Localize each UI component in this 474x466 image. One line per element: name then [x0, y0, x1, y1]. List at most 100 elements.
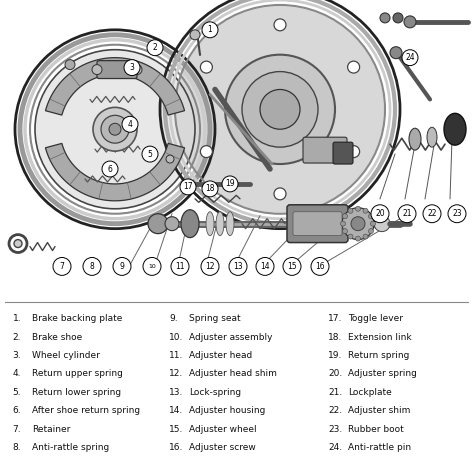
- Circle shape: [347, 146, 360, 158]
- Text: 7: 7: [60, 262, 64, 271]
- Text: 4.: 4.: [13, 370, 21, 378]
- Circle shape: [404, 16, 416, 28]
- Text: Return spring: Return spring: [348, 351, 409, 360]
- Text: 5.: 5.: [13, 388, 21, 397]
- Text: Adjuster assembly: Adjuster assembly: [189, 333, 273, 342]
- Text: After shoe return spring: After shoe return spring: [32, 406, 140, 415]
- Text: 4: 4: [128, 120, 132, 129]
- Circle shape: [202, 181, 218, 197]
- Text: 9: 9: [119, 262, 125, 271]
- Text: 8.: 8.: [13, 443, 21, 452]
- Circle shape: [371, 205, 389, 223]
- Text: Anti-rattle spring: Anti-rattle spring: [32, 443, 109, 452]
- Circle shape: [242, 72, 318, 147]
- Text: 15: 15: [287, 262, 297, 271]
- Text: 17: 17: [183, 182, 193, 192]
- Text: 9.: 9.: [169, 314, 178, 323]
- Circle shape: [348, 234, 353, 239]
- Text: 23: 23: [452, 209, 462, 218]
- Circle shape: [374, 216, 390, 232]
- Text: 1.: 1.: [13, 314, 21, 323]
- Text: 24: 24: [405, 53, 415, 62]
- Polygon shape: [46, 144, 184, 201]
- Circle shape: [36, 51, 194, 208]
- Circle shape: [180, 179, 196, 195]
- Text: 22.: 22.: [328, 406, 342, 415]
- Text: Adjuster housing: Adjuster housing: [189, 406, 265, 415]
- Text: 12: 12: [205, 262, 215, 271]
- Circle shape: [165, 217, 179, 231]
- Circle shape: [176, 6, 384, 213]
- FancyBboxPatch shape: [287, 205, 348, 243]
- Circle shape: [283, 258, 301, 275]
- Text: 10: 10: [148, 264, 156, 269]
- Circle shape: [143, 258, 161, 275]
- Ellipse shape: [206, 212, 214, 236]
- Circle shape: [148, 214, 168, 233]
- Circle shape: [202, 22, 218, 38]
- Text: 19.: 19.: [328, 351, 343, 360]
- Circle shape: [171, 258, 189, 275]
- Circle shape: [347, 61, 360, 73]
- Text: 24.: 24.: [328, 443, 342, 452]
- Circle shape: [380, 13, 390, 23]
- Text: 11.: 11.: [169, 351, 184, 360]
- Text: Toggle lever: Toggle lever: [348, 314, 403, 323]
- FancyBboxPatch shape: [303, 137, 347, 163]
- Text: 19: 19: [225, 179, 235, 188]
- FancyBboxPatch shape: [97, 61, 137, 79]
- Text: Wheel cylinder: Wheel cylinder: [32, 351, 100, 360]
- Text: 13: 13: [233, 262, 243, 271]
- Text: 2.: 2.: [13, 333, 21, 342]
- Circle shape: [256, 258, 274, 275]
- Circle shape: [225, 55, 335, 164]
- Circle shape: [351, 217, 365, 231]
- FancyBboxPatch shape: [333, 142, 353, 164]
- Text: 8: 8: [90, 262, 94, 271]
- Circle shape: [348, 208, 353, 213]
- Text: Retainer: Retainer: [32, 425, 71, 434]
- Circle shape: [340, 221, 346, 226]
- Text: Lockplate: Lockplate: [348, 388, 392, 397]
- Ellipse shape: [226, 212, 234, 236]
- Text: 20: 20: [375, 209, 385, 218]
- Circle shape: [274, 19, 286, 31]
- Circle shape: [14, 240, 22, 247]
- Circle shape: [222, 176, 238, 192]
- Circle shape: [343, 214, 347, 219]
- Circle shape: [93, 107, 137, 151]
- Text: Anti-rattle pin: Anti-rattle pin: [348, 443, 411, 452]
- Text: 3: 3: [129, 63, 135, 72]
- Circle shape: [102, 161, 118, 177]
- Ellipse shape: [181, 210, 199, 238]
- Polygon shape: [46, 58, 184, 115]
- Circle shape: [368, 229, 374, 233]
- Circle shape: [448, 205, 466, 223]
- Circle shape: [260, 89, 300, 129]
- Circle shape: [124, 60, 140, 75]
- Circle shape: [368, 214, 374, 219]
- Text: 15.: 15.: [169, 425, 184, 434]
- Text: Return lower spring: Return lower spring: [32, 388, 121, 397]
- Circle shape: [342, 208, 374, 240]
- Circle shape: [363, 234, 368, 239]
- Text: 16.: 16.: [169, 443, 184, 452]
- Ellipse shape: [427, 127, 437, 147]
- Text: Adjuster shim: Adjuster shim: [348, 406, 410, 415]
- Circle shape: [83, 258, 101, 275]
- Circle shape: [229, 258, 247, 275]
- Ellipse shape: [216, 212, 224, 236]
- Circle shape: [356, 206, 361, 211]
- Text: 12.: 12.: [169, 370, 183, 378]
- Circle shape: [166, 155, 174, 163]
- Circle shape: [398, 205, 416, 223]
- Text: 18.: 18.: [328, 333, 343, 342]
- Text: 6.: 6.: [13, 406, 21, 415]
- Text: 21: 21: [402, 209, 412, 218]
- Circle shape: [201, 258, 219, 275]
- Text: 22: 22: [427, 209, 437, 218]
- Text: 17.: 17.: [328, 314, 343, 323]
- Text: 3.: 3.: [13, 351, 21, 360]
- Circle shape: [109, 123, 121, 135]
- FancyBboxPatch shape: [293, 212, 342, 236]
